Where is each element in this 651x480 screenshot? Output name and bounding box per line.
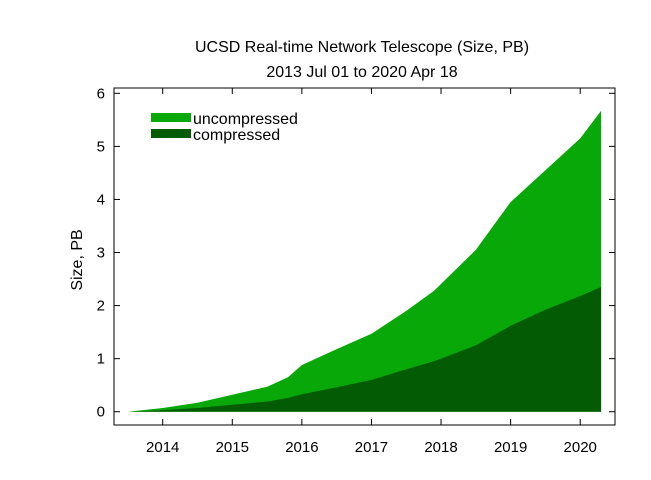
y-tick-label: 5 [97, 138, 105, 155]
x-tick-label: 2017 [355, 439, 388, 456]
legend-label-uncompressed: uncompressed [193, 111, 298, 128]
x-tick-label: 2019 [494, 439, 527, 456]
y-tick-label: 1 [97, 351, 105, 368]
y-tick-label: 2 [97, 298, 105, 315]
legend-swatch-compressed [151, 129, 191, 138]
y-tick-label: 4 [97, 191, 105, 208]
area-uncompressed [127, 110, 602, 412]
area-compressed [127, 287, 602, 412]
y-tick-label: 6 [97, 85, 105, 102]
plot-frame [113, 87, 616, 426]
y-tick-label: 3 [97, 245, 105, 262]
y-tick-label: 0 [97, 404, 105, 421]
legend-swatch-uncompressed [151, 113, 191, 122]
chart-subtitle: 2013 Jul 01 to 2020 Apr 18 [266, 64, 457, 81]
x-tick-label: 2020 [564, 439, 597, 456]
x-tick-label: 2018 [424, 439, 457, 456]
legend-label-compressed: compressed [193, 127, 280, 144]
x-tick-label: 2015 [216, 439, 249, 456]
area-series-group [127, 110, 602, 412]
chart-title: UCSD Real-time Network Telescope (Size, … [195, 39, 529, 56]
axis-ticks-group: 2014 2015 2016 2017 2018 2019 2020 0 1 2 3 4 5 6 [97, 85, 615, 456]
x-tick-label: 2014 [146, 439, 179, 456]
y-axis-label: Size, PB [69, 229, 86, 290]
x-tick-label: 2016 [285, 439, 318, 456]
